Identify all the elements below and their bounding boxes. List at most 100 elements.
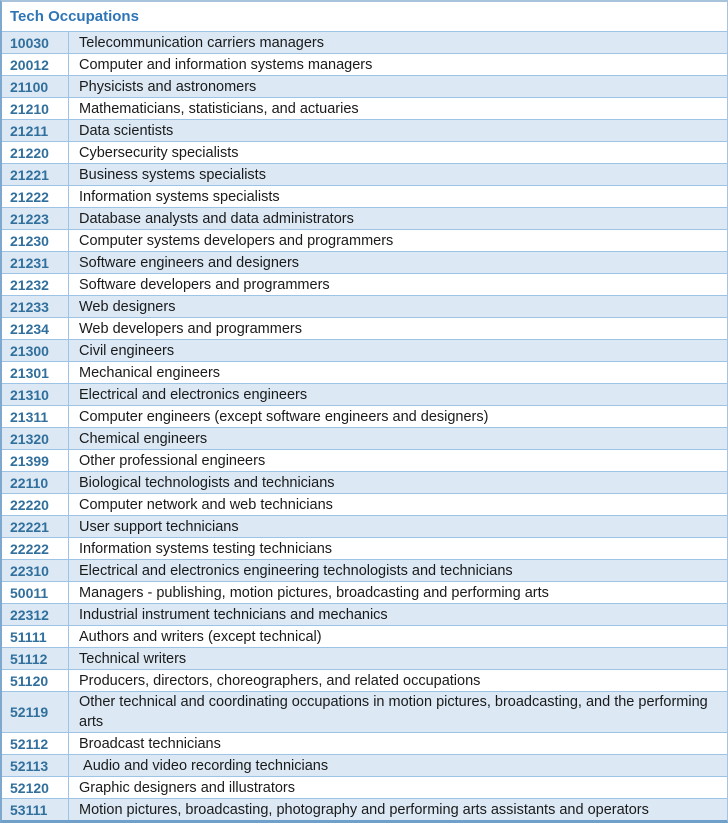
table-row: 52113 Audio and video recording technici… xyxy=(2,754,727,776)
table-row: 21320 Chemical engineers xyxy=(2,427,727,449)
table-row: 52112 Broadcast technicians xyxy=(2,732,727,754)
table-row: 21100 Physicists and astronomers xyxy=(2,75,727,97)
occupation-code: 22220 xyxy=(2,494,69,515)
occupation-name: Software developers and programmers xyxy=(79,276,330,293)
table-row: 52119 Other technical and coordinating oc… xyxy=(2,691,727,732)
occupation-name: Producers, directors, choreographers, an… xyxy=(79,672,481,689)
occupation-name: Information systems specialists xyxy=(79,188,280,205)
occupation-name: Computer engineers (except software engi… xyxy=(79,408,489,425)
occupation-code: 22222 xyxy=(2,538,69,559)
occupation-code: 52120 xyxy=(2,777,69,798)
occupation-code: 21320 xyxy=(2,428,69,449)
occupation-code: 21231 xyxy=(2,252,69,273)
table-row: 22310 Electrical and electronics engineer… xyxy=(2,559,727,581)
table-row: 52120 Graphic designers and illustrators xyxy=(2,776,727,798)
occupation-code: 52112 xyxy=(2,733,69,754)
occupation-name: Electrical and electronics engineering t… xyxy=(79,562,513,579)
table-row: 21230 Computer systems developers and pro… xyxy=(2,229,727,251)
table-row: 51111 Authors and writers (except technic… xyxy=(2,625,727,647)
occupation-name: Electrical and electronics engineers xyxy=(79,386,308,403)
table-row: 50011 Managers - publishing, motion pictu… xyxy=(2,581,727,603)
occupation-code: 52119 xyxy=(2,692,69,732)
table-row: 21232 Software developers and programmers xyxy=(2,273,727,295)
occupation-code: 50011 xyxy=(2,582,69,603)
table-row: 21211 Data scientists xyxy=(2,119,727,141)
occupation-name: Broadcast technicians xyxy=(79,735,221,752)
occupation-name: Data scientists xyxy=(79,122,174,139)
table-row: 21300 Civil engineers xyxy=(2,339,727,361)
occupation-name: Web developers and programmers xyxy=(79,320,302,337)
occupation-code: 21222 xyxy=(2,186,69,207)
occupation-code: 20012 xyxy=(2,54,69,75)
occupation-name: Information systems testing technicians xyxy=(79,540,333,557)
occupation-name: Industrial instrument technicians and me… xyxy=(79,606,388,623)
table-row: 21301 Mechanical engineers xyxy=(2,361,727,383)
table-row: 21233 Web designers xyxy=(2,295,727,317)
occupation-name: Authors and writers (except technical) xyxy=(79,628,322,645)
table-row: 22312 Industrial instrument technicians a… xyxy=(2,603,727,625)
table-row: 21210 Mathematicians, statisticians, and … xyxy=(2,97,727,119)
occupation-code: 21234 xyxy=(2,318,69,339)
table-row: 22220 Computer network and web technician… xyxy=(2,493,727,515)
occupation-name: Software engineers and designers xyxy=(79,254,300,271)
occupation-code: 21310 xyxy=(2,384,69,405)
occupation-name: Telecommunication carriers managers xyxy=(79,34,324,51)
occupation-name: Business systems specialists xyxy=(79,166,266,183)
occupation-code: 21221 xyxy=(2,164,69,185)
table-row: 21310 Electrical and electronics engineer… xyxy=(2,383,727,405)
table-row: 10030 Telecommunication carriers managers xyxy=(2,31,727,53)
occupation-code: 53111 xyxy=(2,799,69,820)
occupation-name: Web designers xyxy=(79,298,176,315)
occupation-code: 22110 xyxy=(2,472,69,493)
occupation-name: Computer systems developers and programm… xyxy=(79,232,394,249)
table-row: 21399 Other professional engineers xyxy=(2,449,727,471)
occupation-name: Mechanical engineers xyxy=(79,364,221,381)
occupation-code: 51120 xyxy=(2,670,69,691)
occupation-name: Graphic designers and illustrators xyxy=(79,779,295,796)
table-row: 51112 Technical writers xyxy=(2,647,727,669)
occupation-code: 21210 xyxy=(2,98,69,119)
occupation-name: Motion pictures, broadcasting, photograp… xyxy=(79,801,649,818)
occupation-code: 22312 xyxy=(2,604,69,625)
occupation-code: 21300 xyxy=(2,340,69,361)
table-row: 51120 Producers, directors, choreographer… xyxy=(2,669,727,691)
occupation-name: Chemical engineers xyxy=(79,430,208,447)
table-title: Tech Occupations xyxy=(10,8,139,25)
occupation-name: Physicists and astronomers xyxy=(79,78,257,95)
table-row: 22222 Information systems testing technic… xyxy=(2,537,727,559)
occupation-code: 21301 xyxy=(2,362,69,383)
occupation-name: User support technicians xyxy=(79,518,239,535)
table-row: 21234 Web developers and programmers xyxy=(2,317,727,339)
occupation-code: 51112 xyxy=(2,648,69,669)
table-row: 21221 Business systems specialists xyxy=(2,163,727,185)
occupation-name: Computer and information systems manager… xyxy=(79,56,373,73)
table-title-row: Tech Occupations xyxy=(2,2,727,31)
table-row: 21311 Computer engineers (except software… xyxy=(2,405,727,427)
occupation-name: Other professional engineers xyxy=(79,452,266,469)
table-row: 53111 Motion pictures, broadcasting, phot… xyxy=(2,798,727,820)
occupation-code: 51111 xyxy=(2,626,69,647)
occupation-name: Computer network and web technicians xyxy=(79,496,333,513)
occupation-code: 21211 xyxy=(2,120,69,141)
occupation-code: 21233 xyxy=(2,296,69,317)
occupation-code: 21311 xyxy=(2,406,69,427)
occupation-code: 21223 xyxy=(2,208,69,229)
occupation-code: 22310 xyxy=(2,560,69,581)
occupation-code: 21220 xyxy=(2,142,69,163)
occupation-code: 21100 xyxy=(2,76,69,97)
table-row: 21220 Cybersecurity specialists xyxy=(2,141,727,163)
occupation-name: Other technical and coordinating occupat… xyxy=(79,694,712,730)
occupation-code: 21232 xyxy=(2,274,69,295)
occupation-name: Database analysts and data administrator… xyxy=(79,210,354,227)
occupation-name: Biological technologists and technicians xyxy=(79,474,335,491)
table-row: 22221 User support technicians xyxy=(2,515,727,537)
table-row: 22110 Biological technologists and techni… xyxy=(2,471,727,493)
table-row: 21231 Software engineers and designers xyxy=(2,251,727,273)
occupation-code: 21230 xyxy=(2,230,69,251)
table-row: 21222 Information systems specialists xyxy=(2,185,727,207)
occupation-name: Cybersecurity specialists xyxy=(79,144,239,161)
occupation-code: 10030 xyxy=(2,32,69,53)
occupation-name: Mathematicians, statisticians, and actua… xyxy=(79,100,359,117)
occupation-name: Managers - publishing, motion pictures, … xyxy=(79,584,549,601)
